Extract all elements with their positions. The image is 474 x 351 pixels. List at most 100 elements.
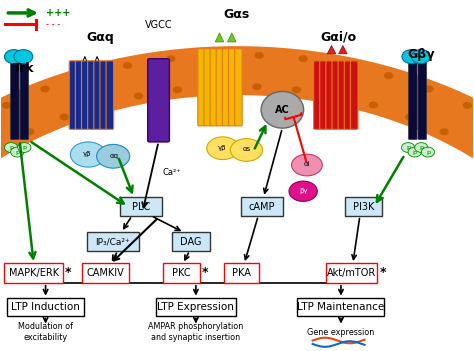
Circle shape bbox=[421, 147, 435, 157]
FancyBboxPatch shape bbox=[298, 298, 384, 316]
Circle shape bbox=[369, 101, 378, 108]
Circle shape bbox=[166, 55, 175, 62]
FancyBboxPatch shape bbox=[20, 61, 28, 139]
Circle shape bbox=[439, 128, 449, 135]
Circle shape bbox=[331, 92, 340, 99]
Text: γβ: γβ bbox=[218, 145, 226, 151]
Circle shape bbox=[408, 147, 421, 157]
FancyBboxPatch shape bbox=[100, 61, 108, 130]
FancyBboxPatch shape bbox=[409, 61, 417, 139]
Text: LTP Maintenance: LTP Maintenance bbox=[297, 302, 384, 312]
Ellipse shape bbox=[289, 181, 318, 201]
FancyBboxPatch shape bbox=[345, 197, 382, 217]
Text: Gαi/o: Gαi/o bbox=[320, 31, 356, 44]
FancyBboxPatch shape bbox=[210, 48, 218, 126]
Text: Gβγ: Gβγ bbox=[408, 48, 435, 61]
Text: AMPAR phosphorylation
and synaptic insertion: AMPAR phosphorylation and synaptic inser… bbox=[148, 322, 244, 342]
Circle shape bbox=[411, 49, 430, 64]
FancyBboxPatch shape bbox=[10, 61, 19, 139]
Circle shape bbox=[25, 128, 35, 135]
FancyBboxPatch shape bbox=[222, 48, 230, 126]
Text: MAPK/ERK: MAPK/ERK bbox=[9, 268, 59, 278]
Text: Modulation of
excitability: Modulation of excitability bbox=[18, 322, 73, 342]
Circle shape bbox=[10, 147, 24, 157]
Text: αi: αi bbox=[304, 161, 310, 167]
Text: p: p bbox=[406, 145, 410, 150]
Text: CAMKIV: CAMKIV bbox=[87, 268, 125, 278]
Circle shape bbox=[401, 143, 415, 152]
Circle shape bbox=[4, 143, 18, 152]
FancyBboxPatch shape bbox=[332, 61, 339, 130]
FancyBboxPatch shape bbox=[4, 263, 63, 283]
Text: p: p bbox=[9, 145, 13, 150]
FancyBboxPatch shape bbox=[338, 61, 346, 130]
FancyBboxPatch shape bbox=[88, 61, 95, 130]
Text: cAMP: cAMP bbox=[248, 201, 275, 212]
Polygon shape bbox=[338, 45, 347, 54]
Circle shape bbox=[14, 49, 33, 64]
FancyBboxPatch shape bbox=[326, 61, 333, 130]
Text: VGCC: VGCC bbox=[145, 20, 173, 30]
Circle shape bbox=[2, 102, 11, 109]
Text: PI3K: PI3K bbox=[353, 201, 374, 212]
Text: Akt/mTOR: Akt/mTOR bbox=[327, 268, 376, 278]
Text: IP₃/Ca²⁺: IP₃/Ca²⁺ bbox=[96, 237, 130, 246]
Text: p: p bbox=[413, 150, 417, 154]
Text: p: p bbox=[426, 150, 430, 154]
Text: PLC: PLC bbox=[132, 201, 150, 212]
Ellipse shape bbox=[71, 142, 106, 167]
Circle shape bbox=[81, 72, 90, 79]
Text: γβ: γβ bbox=[82, 151, 91, 157]
FancyBboxPatch shape bbox=[82, 61, 89, 130]
FancyBboxPatch shape bbox=[148, 59, 169, 142]
Circle shape bbox=[415, 143, 428, 152]
FancyBboxPatch shape bbox=[319, 61, 327, 130]
Text: *: * bbox=[65, 266, 72, 279]
Text: βγ: βγ bbox=[299, 187, 308, 193]
Text: αq: αq bbox=[109, 153, 118, 159]
Text: *: * bbox=[379, 266, 386, 279]
Ellipse shape bbox=[261, 91, 304, 128]
Circle shape bbox=[402, 49, 421, 64]
FancyBboxPatch shape bbox=[87, 232, 139, 251]
Circle shape bbox=[4, 49, 23, 64]
FancyBboxPatch shape bbox=[106, 61, 114, 130]
FancyBboxPatch shape bbox=[326, 263, 377, 283]
Text: - - -: - - - bbox=[46, 20, 60, 29]
Polygon shape bbox=[228, 33, 236, 42]
Text: Gαq: Gαq bbox=[86, 31, 114, 44]
Text: LTP Expression: LTP Expression bbox=[157, 302, 234, 312]
Text: αs: αs bbox=[243, 146, 251, 152]
Circle shape bbox=[18, 143, 31, 152]
FancyBboxPatch shape bbox=[163, 263, 200, 283]
Circle shape bbox=[255, 52, 264, 59]
Text: PKC: PKC bbox=[172, 268, 191, 278]
Text: *: * bbox=[202, 266, 209, 279]
FancyBboxPatch shape bbox=[418, 61, 427, 139]
Circle shape bbox=[299, 55, 308, 62]
Text: Trk: Trk bbox=[13, 62, 34, 75]
Ellipse shape bbox=[292, 154, 322, 176]
Text: Gene expression: Gene expression bbox=[307, 328, 374, 337]
FancyBboxPatch shape bbox=[75, 61, 83, 130]
Circle shape bbox=[342, 62, 351, 69]
Circle shape bbox=[384, 72, 393, 79]
FancyBboxPatch shape bbox=[314, 61, 321, 130]
FancyBboxPatch shape bbox=[69, 61, 77, 130]
Polygon shape bbox=[215, 33, 224, 42]
FancyBboxPatch shape bbox=[198, 48, 205, 126]
Circle shape bbox=[292, 86, 301, 93]
FancyBboxPatch shape bbox=[344, 61, 352, 130]
Circle shape bbox=[123, 62, 132, 69]
FancyBboxPatch shape bbox=[350, 61, 358, 130]
Text: LTP Induction: LTP Induction bbox=[11, 302, 80, 312]
Circle shape bbox=[210, 52, 219, 59]
FancyBboxPatch shape bbox=[216, 48, 224, 126]
Ellipse shape bbox=[97, 144, 130, 168]
Ellipse shape bbox=[230, 139, 263, 161]
FancyBboxPatch shape bbox=[224, 263, 259, 283]
Circle shape bbox=[96, 101, 105, 108]
FancyBboxPatch shape bbox=[156, 298, 236, 316]
Circle shape bbox=[405, 113, 414, 120]
FancyBboxPatch shape bbox=[204, 48, 211, 126]
